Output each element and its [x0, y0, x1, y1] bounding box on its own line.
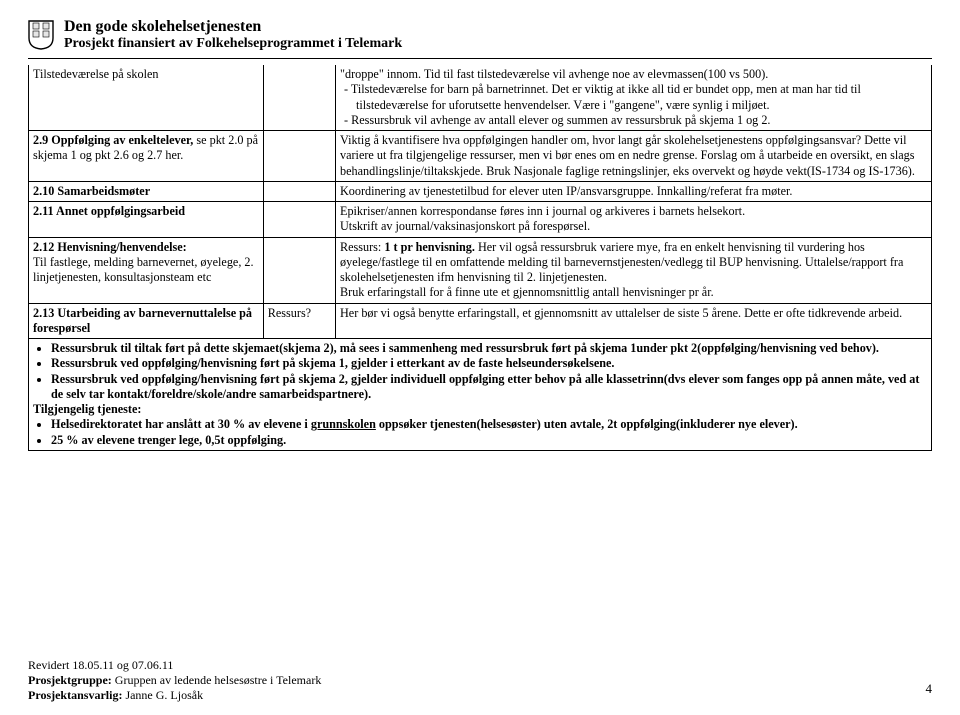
row-mid	[263, 202, 335, 238]
page-header: Den gode skolehelsetjenesten Prosjekt fi…	[28, 18, 932, 59]
row-left: 2.9 Oppfølging av enkeltelever, se pkt 2…	[29, 131, 264, 182]
shield-icon	[28, 20, 54, 54]
list-item: Helsedirektoratet har anslått at 30 % av…	[51, 417, 927, 432]
row-mid	[263, 131, 335, 182]
list-item: 25 % av elevene trenger lege, 0,5t oppfø…	[51, 433, 927, 448]
row-mid: Ressurs?	[263, 303, 335, 339]
footer-project-owner: Prosjektansvarlig: Janne G. Ljosåk	[28, 688, 321, 703]
list-item: Ressursbruk ved oppfølging/henvisning fø…	[51, 356, 927, 371]
row-mid	[263, 181, 335, 201]
footer-project-group: Prosjektgruppe: Gruppen av ledende helse…	[28, 673, 321, 688]
page: Den gode skolehelsetjenesten Prosjekt fi…	[0, 0, 960, 715]
row-right: Viktig å kvantifisere hva oppfølgingen h…	[336, 131, 932, 182]
row-mid	[263, 237, 335, 303]
page-title: Den gode skolehelsetjenesten	[64, 18, 402, 36]
row-left: Tilstedeværelse på skolen	[29, 65, 264, 131]
available-service-label: Tilgjengelig tjeneste:	[33, 402, 927, 417]
list-item: Ressursbruk ved oppfølging/henvisning fø…	[51, 372, 927, 403]
row-right: "droppe" innom. Tid til fast tilstedevær…	[336, 65, 932, 131]
page-footer: Revidert 18.05.11 og 07.06.11 Prosjektgr…	[28, 658, 321, 703]
row-right: Epikriser/annen korrespondanse føres inn…	[336, 202, 932, 238]
row-left: 2.10 Samarbeidsmøter	[29, 181, 264, 201]
row-left: 2.12 Henvisning/henvendelse:Til fastlege…	[29, 237, 264, 303]
page-subtitle: Prosjekt finansiert av Folkehelseprogram…	[64, 36, 402, 52]
row-mid	[263, 65, 335, 131]
list-item: Ressursbruk til tiltak ført på dette skj…	[51, 341, 927, 356]
row-right: Ressurs: 1 t pr henvisning. Her vil også…	[336, 237, 932, 303]
row-left: 2.11 Annet oppfølgingsarbeid	[29, 202, 264, 238]
row-right: Her bør vi også benytte erfaringstall, e…	[336, 303, 932, 339]
row-left: 2.13 Utarbeiding av barnevernuttalelse p…	[29, 303, 264, 339]
footer-revised: Revidert 18.05.11 og 07.06.11	[28, 658, 321, 673]
header-text: Den gode skolehelsetjenesten Prosjekt fi…	[64, 18, 402, 52]
resource-notes: Ressursbruk til tiltak ført på dette skj…	[29, 339, 932, 451]
row-right: Koordinering av tjenestetilbud for eleve…	[336, 181, 932, 201]
page-number: 4	[926, 681, 933, 697]
content-table: Tilstedeværelse på skolen "droppe" innom.…	[28, 65, 932, 451]
